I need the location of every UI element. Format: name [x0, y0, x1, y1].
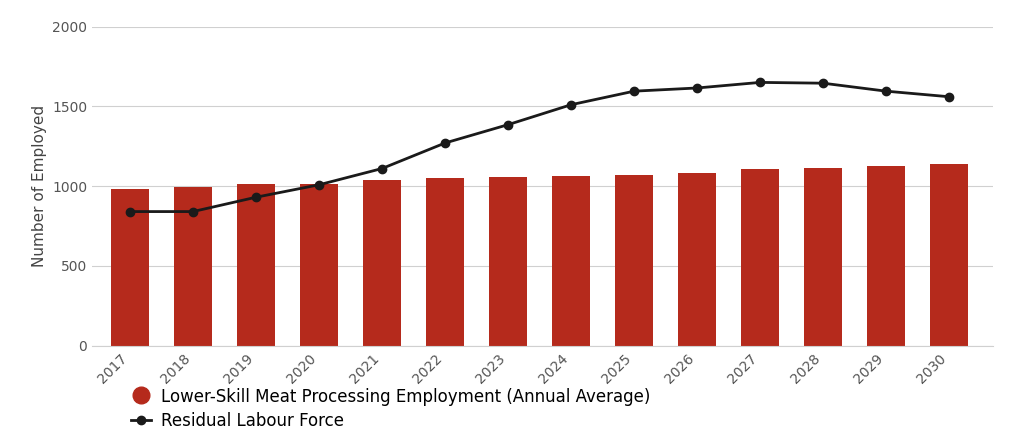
Bar [552, 176, 590, 346]
Bar [930, 164, 968, 346]
Bar [426, 178, 464, 346]
Y-axis label: Number of Employed: Number of Employed [32, 105, 47, 267]
Bar [615, 175, 653, 346]
Bar [238, 184, 274, 346]
Bar [111, 189, 148, 346]
Bar [867, 166, 905, 346]
Bar [364, 180, 401, 346]
Bar [678, 172, 716, 346]
Legend: Lower-Skill Meat Processing Employment (Annual Average), Residual Labour Force: Lower-Skill Meat Processing Employment (… [131, 388, 650, 430]
Bar [741, 169, 779, 346]
Bar [300, 184, 338, 346]
Bar [174, 187, 212, 346]
Bar [804, 168, 842, 346]
Bar [489, 177, 527, 346]
